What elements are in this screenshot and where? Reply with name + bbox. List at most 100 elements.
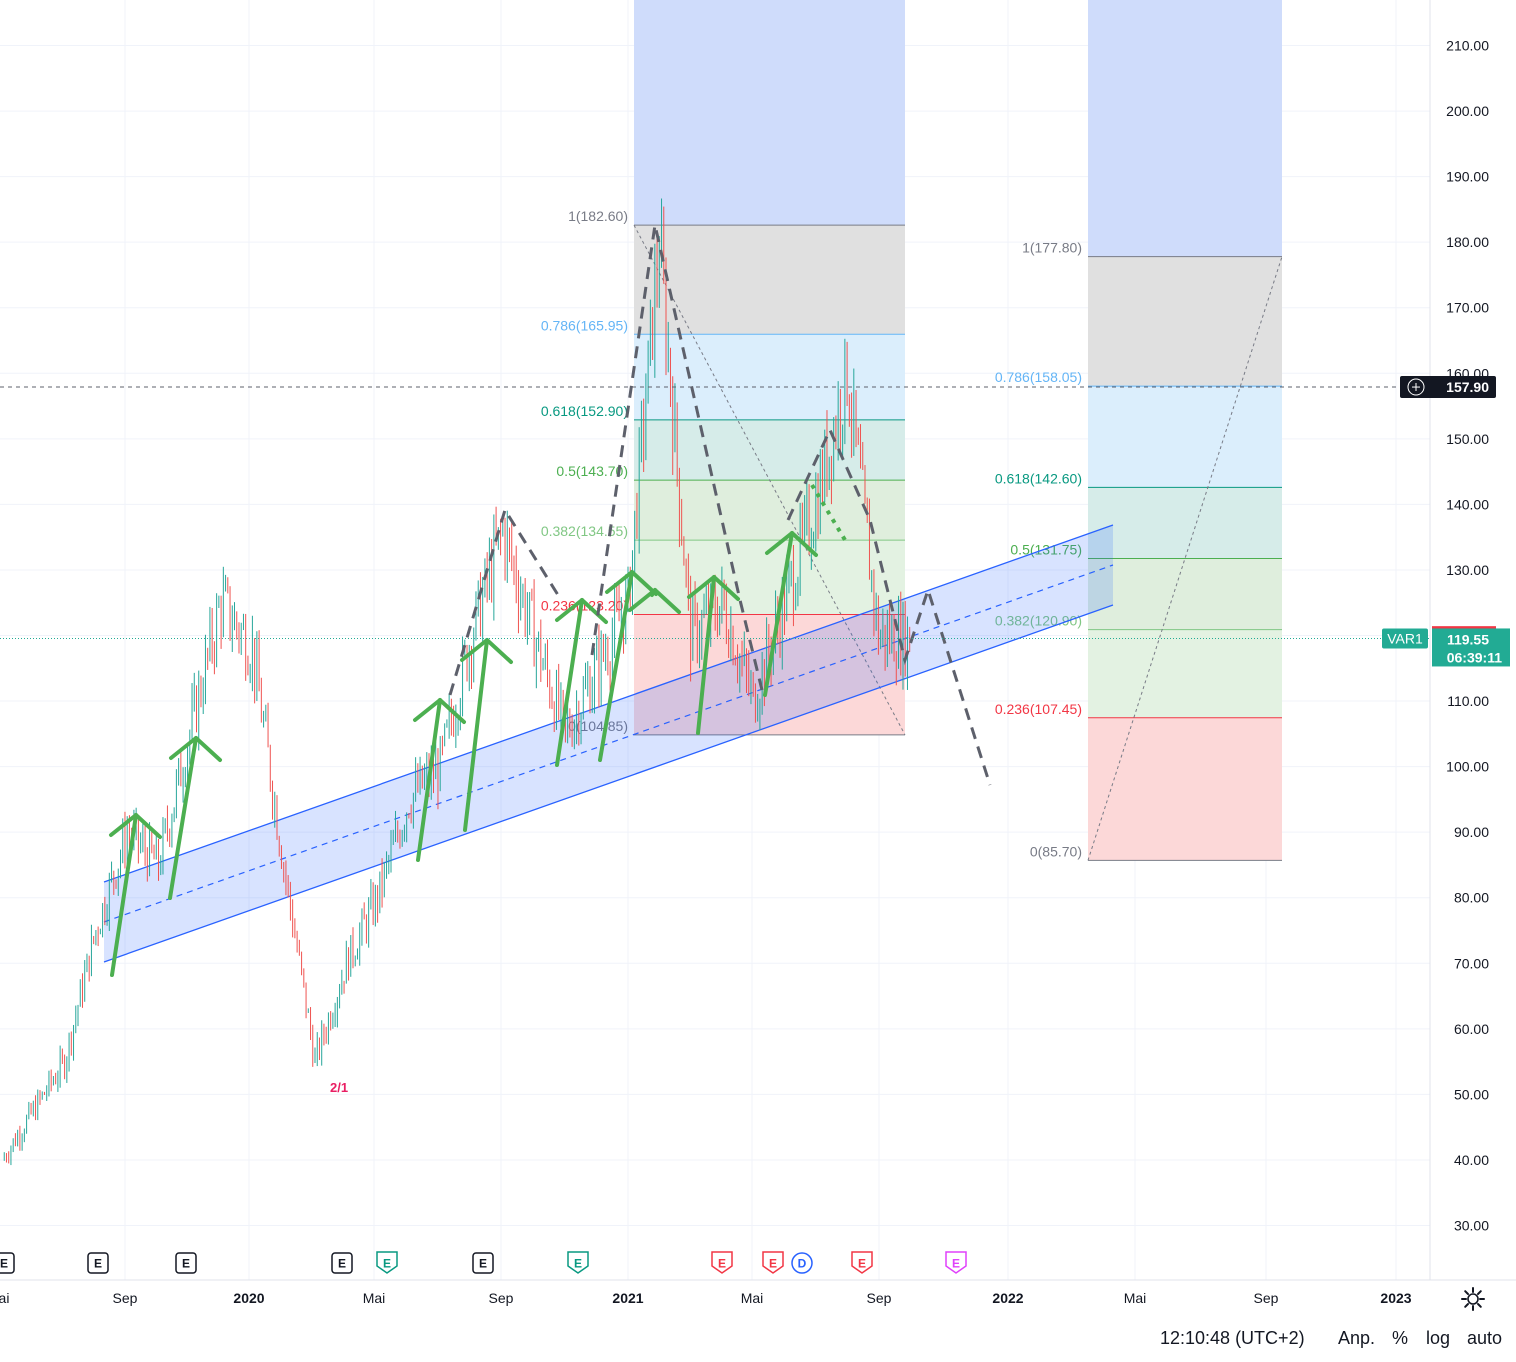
price-tick-label: 40.00 [1454,1152,1489,1168]
event-marker-label: D [798,1257,807,1271]
price-axis[interactable]: 210.00200.00190.00180.00170.00160.00150.… [1429,0,1489,1280]
dotted-path [810,483,847,542]
time-tick-label: Sep [867,1290,892,1306]
event-marker[interactable]: E [945,1251,967,1274]
event-marker[interactable]: E [762,1251,784,1274]
crosshair-line [0,386,1430,639]
time-tick-label: Mai [1124,1290,1147,1306]
event-marker[interactable]: E [331,1252,353,1274]
fib-level-label: 0.618(152.90) [541,403,628,419]
fib-retracement-left[interactable]: 1(182.60) 0.786(165.95) 0.618(152.90) 0.5(1… [541,0,906,736]
green-arrow-head [169,736,222,762]
fib-extension-zone [634,0,905,226]
event-marker-label: E [718,1257,726,1271]
fib-level-label: 0.236(107.45) [995,701,1082,717]
time-tick-label: ai [0,1290,9,1306]
fib-level-label: 0.786(165.95) [541,317,628,333]
fib-zone [1088,717,1282,861]
split-marker[interactable]: 2/1 [330,1080,348,1095]
fib-level-label: 0.382(120.90) [995,613,1082,629]
earnings-icon [331,1252,353,1274]
channel-lower-line [103,604,1114,963]
time-tick-label: Sep [1254,1290,1279,1306]
price-tick-label: 100.00 [1446,759,1489,775]
event-marker[interactable]: E [87,1252,109,1274]
event-marker[interactable]: D [791,1252,813,1274]
price-tick-label: 60.00 [1454,1021,1489,1037]
event-marker-label: E [858,1257,866,1271]
user-drawings[interactable] [109,224,992,977]
price-tick-label: 80.00 [1454,890,1489,906]
candlestick-series [3,198,911,1166]
green-arrow [168,736,198,900]
price-tick-label: 30.00 [1454,1218,1489,1234]
chart-canvas[interactable]: 1(182.60) 0.786(165.95) 0.618(152.90) 0.5(1… [0,0,1516,1316]
fib-level-label: 0.618(142.60) [995,470,1082,486]
event-marker[interactable]: E [711,1251,733,1274]
event-marker[interactable]: E [376,1251,398,1274]
green-arrow-head [605,570,658,596]
time-tick-label: 2022 [992,1290,1023,1306]
fib-trend-line [1087,256,1283,861]
percent-toggle[interactable]: % [1392,1328,1409,1348]
fib-zone [1088,386,1282,488]
earnings-icon [87,1252,109,1274]
time-tick-label: Mai [363,1290,386,1306]
earnings-icon [851,1251,873,1274]
fib-level-label: 0.382(134.55) [541,523,628,539]
event-marker[interactable]: E [851,1251,873,1274]
gear-icon[interactable] [1460,1286,1486,1312]
log-toggle[interactable]: log [1426,1328,1451,1348]
event-marker[interactable]: E [175,1252,197,1274]
fib-zone [1088,487,1282,559]
fib-level-label: 0.236(123.20) [541,598,628,614]
event-marker[interactable]: E [567,1251,589,1274]
adjust-toggle[interactable]: Anp. [1338,1328,1376,1348]
green-arrow [463,638,489,832]
time-tick-label: 2020 [233,1290,264,1306]
price-tick-label: 130.00 [1446,562,1489,578]
earnings-icon [175,1252,197,1274]
time-tick-label: Mai [741,1290,764,1306]
green-arrow [696,575,716,735]
fib-retracement-right[interactable]: 1(177.80) 0.786(158.05) 0.618(142.60) 0.5(1… [995,0,1283,861]
last-price-bg [1432,628,1510,667]
price-tick-label: 110.00 [1447,693,1489,709]
dashed-path [448,506,560,696]
price-tick-label: 50.00 [1454,1086,1489,1102]
fib-level-label: 0.5(131.75) [1010,541,1082,557]
symbol-tag-label: VAR1 [1387,630,1423,646]
time-axis[interactable]: ai Sep 2020 Mai Sep 2021 Mai Sep 2022 Mai Sep 2023 [0,1279,1516,1306]
crosshair-price-label: 157.90 [1446,379,1489,395]
crosshair-price-bg [1400,376,1496,399]
earnings-icon [762,1251,784,1274]
price-tick-label: 190.00 [1446,169,1489,185]
green-arrow-head [413,698,466,724]
plus-circle-icon[interactable] [1407,378,1425,396]
price-tick-label: 200.00 [1446,103,1489,119]
green-arrow [763,531,794,697]
fib-zone [1088,558,1282,630]
price-tick-label: 140.00 [1446,496,1489,512]
dashed-path [786,426,992,786]
channel-median-line [103,564,1114,923]
earnings-icon [0,1252,15,1274]
event-marker[interactable]: E [472,1252,494,1274]
price-tick-label: 150.00 [1446,431,1489,447]
clock-label[interactable]: 12:10:48 (UTC+2) [1160,1328,1305,1348]
earnings-icon [945,1251,967,1274]
time-tick-label: Sep [489,1290,514,1306]
green-arrow [416,698,442,862]
last-price-label: 119.55 [1447,631,1489,647]
event-marker-label: E [0,1257,8,1271]
event-marker-label: E [769,1257,777,1271]
event-marker-label: E [479,1257,487,1271]
channel-fill [104,525,1113,962]
green-arrow [555,598,584,767]
auto-toggle[interactable]: auto [1467,1328,1503,1348]
fib-zone [634,334,905,420]
event-marker[interactable]: E [0,1252,15,1274]
price-tick-label: 170.00 [1446,300,1489,316]
event-marker-label: E [182,1257,190,1271]
